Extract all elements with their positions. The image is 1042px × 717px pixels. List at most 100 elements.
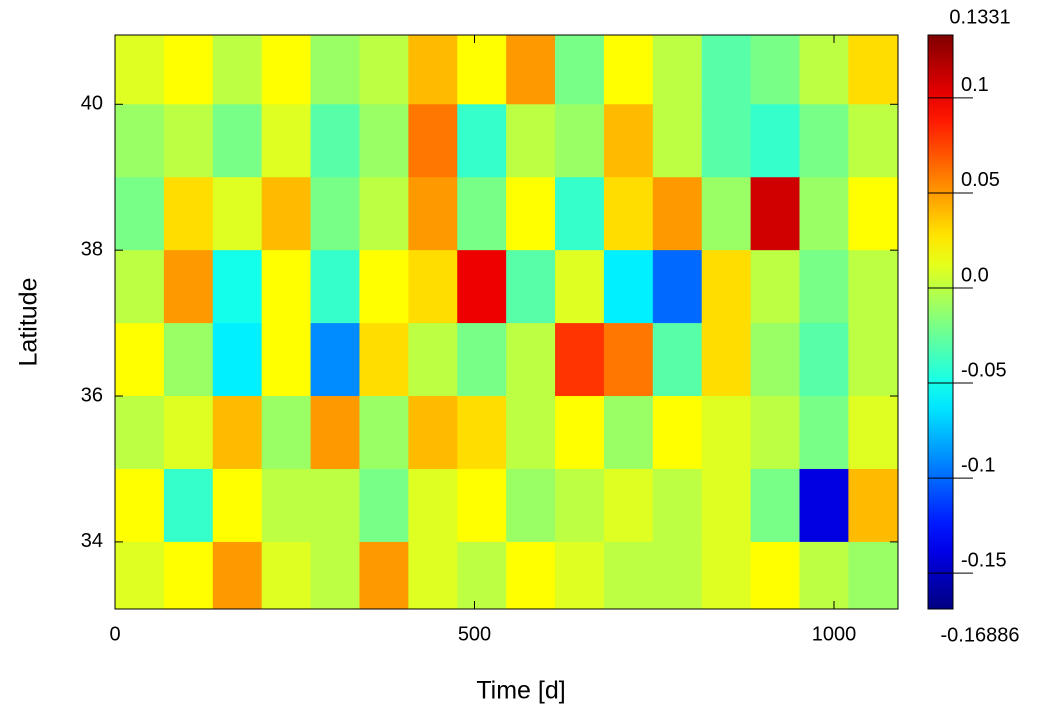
field-cell (408, 396, 458, 470)
field-cell (115, 541, 165, 609)
field-cell (701, 104, 752, 178)
field-cell (555, 396, 605, 470)
field-cell (115, 250, 165, 324)
colorbar-tick-label: 0.05 (961, 169, 1000, 191)
field-cell (408, 541, 458, 609)
field-cell (212, 541, 263, 609)
field-cell (603, 323, 654, 397)
field-cell (163, 250, 214, 324)
field-cell (555, 468, 605, 543)
field-cell (603, 104, 654, 178)
field-cell (701, 396, 752, 470)
field-cell (310, 323, 360, 397)
field-cell (555, 323, 605, 397)
field-cell (750, 250, 800, 324)
field-cell (799, 104, 849, 178)
field-cell (115, 468, 165, 543)
field-cell (408, 250, 458, 324)
field-cell (310, 541, 360, 609)
field-cell (212, 35, 263, 105)
colorbar-tick-label: -0.05 (961, 359, 1007, 381)
field-cell (603, 250, 654, 324)
x-tick-label: 500 (458, 623, 491, 645)
field-cell (652, 177, 703, 251)
field-cell (799, 396, 849, 470)
field-cell (506, 323, 556, 397)
field-cell (603, 177, 654, 251)
field-cell (457, 323, 507, 397)
field-cell (750, 396, 800, 470)
field-cell (750, 468, 800, 543)
field-cell (555, 177, 605, 251)
field-cell (701, 468, 752, 543)
field-cell (848, 250, 898, 324)
field-cell (212, 468, 263, 543)
field-cell (652, 250, 703, 324)
field-cell (359, 177, 409, 251)
colorbar-min-label: -0.16886 (941, 624, 1020, 646)
field-cell (555, 250, 605, 324)
field-cell (457, 541, 507, 609)
field-cell (261, 104, 312, 178)
field-cell (603, 396, 654, 470)
field-cell (359, 104, 409, 178)
field-cell (457, 468, 507, 543)
x-axis-label: Time [d] (476, 677, 565, 705)
field-cell (408, 104, 458, 178)
field-cell (359, 468, 409, 543)
field-cell (261, 323, 312, 397)
field-cell (506, 541, 556, 609)
field-cell (115, 35, 165, 105)
field-cell (848, 323, 898, 397)
field-cell (701, 177, 752, 251)
field-cell (310, 468, 360, 543)
field-cell (163, 396, 214, 470)
y-tick-label: 38 (81, 238, 103, 260)
y-axis-label: Latitude (15, 278, 43, 367)
field-cell (115, 177, 165, 251)
field-cell (261, 541, 312, 609)
field-cell (408, 177, 458, 251)
field-cell (506, 250, 556, 324)
field-cell (701, 35, 752, 105)
field-cell (652, 541, 703, 609)
field-cell (115, 396, 165, 470)
field-cell (212, 177, 263, 251)
field-cell (163, 541, 214, 609)
field-cell (212, 250, 263, 324)
field-cell (799, 250, 849, 324)
field-cell (603, 468, 654, 543)
field-cell (799, 323, 849, 397)
field-cell (408, 35, 458, 105)
field-cell (799, 468, 849, 543)
field-cell (799, 35, 849, 105)
field-cell (506, 35, 556, 105)
field-cell (701, 323, 752, 397)
field-cell (652, 396, 703, 470)
field-cell (603, 35, 654, 105)
colorbar-max-label: 0.1331 (949, 6, 1010, 28)
field-cell (750, 323, 800, 397)
field-cell (506, 396, 556, 470)
field-cell (848, 396, 898, 470)
field-cell (750, 177, 800, 251)
field-cell (457, 35, 507, 105)
y-tick-label: 40 (81, 93, 103, 115)
colorbar-tick-label: -0.15 (961, 549, 1007, 571)
field-cell (848, 35, 898, 105)
field-cell (652, 468, 703, 543)
colorbar (927, 34, 954, 610)
field-cell (310, 396, 360, 470)
y-tick-label: 36 (81, 384, 103, 406)
colorbar-tick-label: 0.1 (961, 74, 989, 96)
field-cell (848, 468, 898, 543)
field-cell (163, 323, 214, 397)
x-tick-label: 1000 (812, 623, 857, 645)
field-cell (555, 35, 605, 105)
field-cell (848, 177, 898, 251)
field-cell (115, 323, 165, 397)
field-cell (506, 177, 556, 251)
field (115, 35, 898, 609)
field-cell (652, 323, 703, 397)
